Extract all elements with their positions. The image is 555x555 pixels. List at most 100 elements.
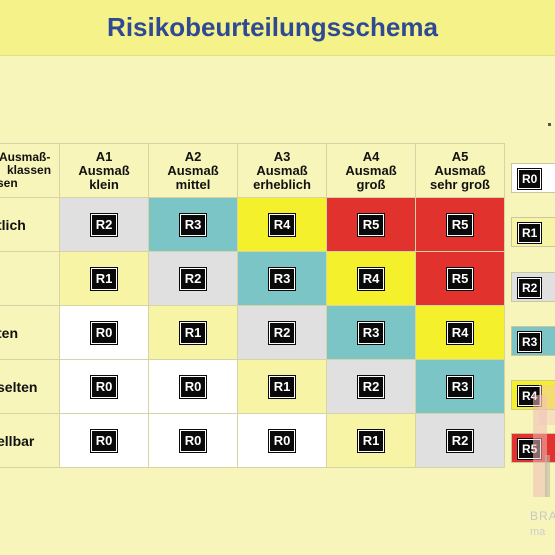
column-code: A2 [184,148,202,164]
risk-badge: R0 [178,428,208,453]
risk-cell: R4 [326,251,416,306]
dot-mark [548,123,551,126]
risk-cell: R1 [59,251,149,306]
risk-cell: R0 [59,413,149,468]
risk-badge: R4 [356,266,386,291]
column-code: A5 [451,148,469,164]
column-line1: Ausmaß [434,162,486,178]
watermark-logo-icon [533,385,555,497]
column-line2: erheblich [253,176,311,192]
risk-cell: R5 [415,197,505,252]
risk-cell: R5 [415,251,505,306]
matrix-row: ten R0 R1 R2 R3 R4 [0,305,505,360]
column-code: A4 [362,148,380,164]
risk-badge: R1 [89,266,119,291]
matrix-row: selten R0 R0 R1 R2 R3 [0,359,505,414]
matrix-body: tlich R2 R3 R4 R5 R5 R1 R2 R3 R4 R5 ten R0 R1 R2 R3 R4 se… [0,197,505,468]
row-header: ellbar [0,413,60,468]
legend-badge: R0 [516,168,543,190]
risk-badge: R4 [445,320,475,345]
column-header-a1: A1 Ausmaß klein [59,143,149,198]
column-header-a5: A5 Ausmaß sehr groß [415,143,505,198]
risk-badge: R5 [356,212,386,237]
risk-cell: R3 [326,305,416,360]
risk-badge: R0 [89,320,119,345]
risk-cell: R1 [148,305,238,360]
matrix-row: R1 R2 R3 R4 R5 [0,251,505,306]
corner-line-3: sen [0,176,18,190]
column-line2: klein [89,176,119,192]
risk-cell: R0 [148,413,238,468]
corner-line-2: klassen [7,163,52,177]
column-header-a3: A3 Ausmaß erheblich [237,143,327,198]
risk-badge: R2 [178,266,208,291]
risk-badge: R0 [267,428,297,453]
risk-badge: R2 [89,212,119,237]
risk-badge: R4 [267,212,297,237]
risk-badge: R2 [445,428,475,453]
legend-item: R3 [511,326,555,356]
column-line2: mittel [175,176,211,192]
risk-cell: R1 [237,359,327,414]
row-header: ten [0,305,60,360]
corner-header: Ausmaß- klassen sen [0,143,60,198]
matrix-row: ellbar R0 R0 R0 R1 R2 [0,413,505,468]
page-title: Risikobeurteilungsschema [107,12,438,42]
risk-badge: R2 [267,320,297,345]
column-line1: Ausmaß [256,162,308,178]
risk-cell: R4 [237,197,327,252]
risk-cell: R2 [415,413,505,468]
risk-badge: R0 [89,374,119,399]
risk-cell: R0 [148,359,238,414]
column-code: A3 [273,148,291,164]
risk-badge: R3 [267,266,297,291]
risk-cell: R4 [415,305,505,360]
risk-cell: R2 [237,305,327,360]
column-line2: sehr groß [430,176,490,192]
column-header-a2: A2 Ausmaß mittel [148,143,238,198]
column-line1: Ausmaß [167,162,219,178]
risk-cell: R3 [415,359,505,414]
legend-badge: R1 [516,222,543,244]
corner-line-1: Ausmaß- [0,150,51,164]
risk-badge: R3 [178,212,208,237]
risk-badge: R5 [445,266,475,291]
risk-badge: R0 [89,428,119,453]
legend-item: R0 [511,163,555,193]
risk-cell: R2 [148,251,238,306]
legend-badge: R2 [516,277,543,299]
risk-badge: R3 [445,374,475,399]
risk-cell: R5 [326,197,416,252]
risk-cell: R3 [148,197,238,252]
risk-cell: R1 [326,413,416,468]
risk-cell: R2 [59,197,149,252]
risk-cell: R0 [237,413,327,468]
risk-badge: R0 [178,374,208,399]
column-line2: groß [356,176,386,192]
risk-badge: R2 [356,374,386,399]
risk-cell: R0 [59,305,149,360]
column-line1: Ausmaß [345,162,397,178]
column-line1: Ausmaß [78,162,130,178]
risk-cell: R2 [326,359,416,414]
matrix-row: tlich R2 R3 R4 R5 R5 [0,197,505,252]
risk-badge: R1 [267,374,297,399]
legend-item: R1 [511,217,555,247]
row-header: tlich [0,197,60,252]
legend-item: R2 [511,272,555,302]
title-bar: Risikobeurteilungsschema [0,0,555,56]
watermark-text: BRA [530,509,555,523]
row-header: selten [0,359,60,414]
row-header [0,251,60,306]
column-code: A1 [95,148,113,164]
risk-cell: R0 [59,359,149,414]
legend-badge: R3 [516,331,543,353]
column-header-a4: A4 Ausmaß groß [326,143,416,198]
risk-badge: R3 [356,320,386,345]
risk-badge: R1 [178,320,208,345]
risk-cell: R3 [237,251,327,306]
header-row: Ausmaß- klassen sen A1 Ausmaß klein A2 A… [0,143,505,198]
watermark-subtext: ma [530,526,546,538]
risk-matrix: Ausmaß- klassen sen A1 Ausmaß klein A2 A… [0,143,505,468]
risk-badge: R5 [445,212,475,237]
